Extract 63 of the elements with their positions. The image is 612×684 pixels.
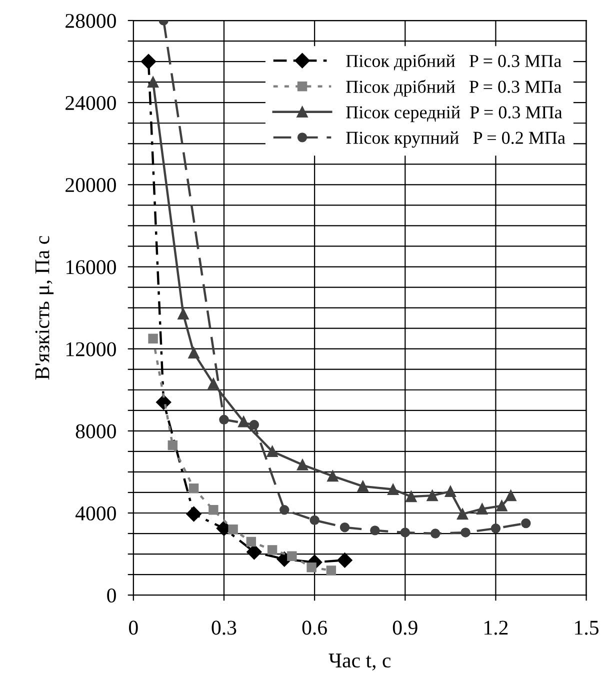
point (310, 515, 320, 526)
point (426, 490, 438, 502)
point (456, 508, 468, 520)
point (280, 505, 290, 515)
x-tick-label: 1.2 (484, 620, 508, 635)
point (460, 528, 470, 538)
point (340, 522, 350, 532)
point (156, 394, 172, 410)
point (306, 562, 316, 572)
y-tick-label: 24000 (66, 96, 116, 110)
legend-label: Пісок дрібний P = 0.3 МПа (346, 54, 562, 71)
y-axis-title: В'язкість μ, Па с (35, 236, 54, 380)
point (147, 76, 159, 88)
x-tick-label: 0.9 (392, 620, 418, 635)
point (327, 470, 338, 482)
y-tick-label: 28000 (66, 14, 116, 28)
point (148, 334, 158, 344)
point (490, 524, 501, 534)
point (246, 544, 262, 560)
point (208, 505, 218, 515)
point (430, 528, 440, 538)
point (505, 490, 516, 502)
point (249, 420, 260, 430)
point (496, 500, 508, 512)
legend-label: Пісок середній P = 0.3 МПа (346, 106, 562, 122)
y-tick-label: 8000 (76, 424, 116, 438)
point (188, 484, 199, 494)
point (444, 486, 456, 498)
point (521, 518, 531, 528)
y-tick-label: 12000 (66, 342, 116, 356)
point (406, 491, 417, 502)
point (266, 446, 278, 457)
legend-label: Пісок крупний P = 0.2 МПа (346, 131, 566, 148)
x-tick-label: 0 (129, 620, 138, 635)
point (337, 552, 352, 568)
point (228, 524, 238, 534)
point (246, 536, 256, 547)
y-tick-label: 4000 (75, 506, 116, 520)
x-tick-label: 1.5 (575, 620, 599, 635)
point (188, 347, 200, 358)
point (186, 506, 202, 522)
point (357, 480, 368, 492)
x-tick-label: 0.3 (212, 620, 236, 635)
y-tick-label: 0 (107, 588, 116, 603)
point (140, 54, 156, 70)
point (238, 416, 250, 428)
x-axis-title: Час t, с (328, 654, 391, 671)
point (400, 528, 410, 538)
point (476, 503, 488, 514)
point (219, 414, 229, 424)
legend-label: Пісок дрібний P = 0.3 МПа (346, 80, 562, 97)
point (287, 551, 297, 561)
point (267, 545, 278, 555)
point (208, 378, 219, 390)
point (178, 308, 189, 320)
point (388, 484, 399, 495)
point (326, 566, 336, 576)
x-tick-label: 0.6 (302, 620, 327, 635)
y-tick-label: 16000 (66, 260, 116, 274)
point (168, 440, 178, 450)
point (370, 526, 380, 536)
y-tick-label: 20000 (66, 178, 116, 192)
point (296, 459, 308, 470)
